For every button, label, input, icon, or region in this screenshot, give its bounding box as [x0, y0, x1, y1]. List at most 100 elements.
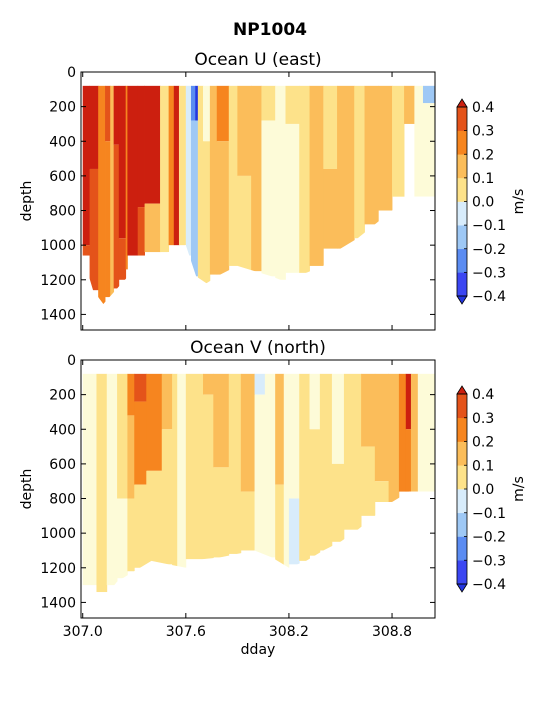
data-cell	[275, 373, 285, 485]
data-cell	[190, 120, 199, 277]
data-cell	[203, 85, 211, 142]
colorbar-band	[457, 225, 467, 250]
data-cell	[82, 373, 97, 586]
colorbar: −0.4 −0.3 −0.2 −0.1 0.0 0.1 0.2 0.3 0.4 m/s	[456, 98, 527, 305]
data-cell	[422, 85, 435, 104]
colorbar-band	[457, 465, 467, 490]
data-cell	[160, 85, 170, 253]
colorbar-band	[457, 536, 467, 561]
colorbar-tick-label: 0.2	[472, 435, 494, 451]
data-cell	[146, 373, 163, 471]
colorbar-over-arrow	[456, 98, 468, 108]
data-cell	[388, 373, 400, 502]
data-cell	[203, 394, 214, 560]
colorbar-label: m/s	[511, 189, 527, 215]
data-cell	[190, 85, 196, 121]
data-cell	[264, 373, 276, 558]
y-tick-label: 1000	[40, 238, 76, 254]
colorbar-under-arrow	[456, 583, 468, 593]
data-cell	[213, 467, 230, 558]
data-cell	[118, 85, 127, 239]
y-tick-label: 1200	[40, 561, 76, 577]
data-cell	[261, 85, 276, 121]
colorbar-band	[457, 201, 467, 226]
data-cell	[137, 85, 145, 208]
colorbar-tick-label: −0.2	[472, 242, 506, 258]
data-cell	[254, 373, 266, 395]
data-cell	[343, 373, 362, 530]
data-cell	[209, 85, 218, 275]
colorbar-band	[457, 512, 467, 537]
colorbar-under-arrow	[456, 295, 468, 305]
data-cell	[398, 373, 407, 492]
data-cell	[331, 463, 345, 542]
data-cell	[178, 85, 187, 246]
data-cell	[228, 373, 242, 554]
data-cell	[285, 85, 300, 124]
colorbar: −0.4 −0.3 −0.2 −0.1 0.0 0.1 0.2 0.3 0.4 m/s	[456, 385, 527, 593]
data-cell	[127, 498, 135, 572]
data-cell	[134, 484, 147, 568]
data-cell	[414, 85, 424, 197]
data-cell	[288, 498, 300, 565]
data-cell	[275, 85, 286, 280]
axes-frame	[80, 71, 436, 331]
y-tick-label: 1400	[40, 595, 76, 611]
y-tick-label: 400	[49, 134, 76, 150]
y-tick-label: 200	[49, 388, 76, 404]
data-cell	[299, 373, 310, 561]
y-tick-label: 1000	[40, 526, 76, 542]
data-cell	[364, 85, 379, 225]
colorbar-label: m/s	[511, 476, 527, 502]
data-cell	[331, 373, 345, 464]
axes-frame	[80, 359, 436, 619]
data-cell	[113, 85, 120, 145]
y-tick-label: 0	[67, 65, 76, 81]
data-cell	[113, 144, 120, 289]
data-cell	[288, 373, 300, 499]
data-cell	[404, 85, 415, 124]
y-tick-label: 800	[49, 204, 76, 220]
y-tick-label: 800	[49, 492, 76, 508]
colorbar-band	[457, 560, 467, 585]
no-data-mask	[81, 491, 435, 618]
colorbar-band	[457, 177, 467, 202]
data-layer	[81, 85, 435, 330]
panel-ocean-v: Ocean V (north) 0 200 400 600 800 1000 1200 1400…	[19, 338, 527, 658]
x-tick-label: 308.2	[269, 624, 309, 640]
y-tick-label: 0	[67, 353, 76, 369]
data-cell	[161, 429, 173, 565]
y-tick-label: 600	[49, 457, 76, 473]
data-cell	[405, 373, 412, 430]
data-cell	[319, 373, 333, 551]
data-cell	[197, 85, 204, 284]
colorbar-tick-label: 0.0	[472, 482, 494, 498]
colorbar-band	[457, 489, 467, 514]
data-cell	[361, 446, 376, 516]
y-tick-label: 600	[49, 169, 76, 185]
y-tick-label: 1200	[40, 273, 76, 289]
data-cell	[203, 141, 211, 284]
data-cell	[161, 373, 173, 430]
colorbar-tick-label: −0.1	[472, 506, 506, 522]
y-tick-label: 200	[49, 100, 76, 116]
colorbar-band	[457, 154, 467, 179]
colorbar-band	[457, 272, 467, 297]
data-cell	[168, 85, 175, 246]
data-cell	[172, 373, 178, 568]
colorbar-tick-label: −0.2	[472, 530, 506, 546]
data-cell	[410, 373, 419, 492]
colorbar-tick-label: 0.4	[472, 100, 494, 116]
data-cell	[110, 85, 115, 298]
data-cell	[309, 85, 324, 266]
data-cell	[203, 373, 214, 395]
data-cell	[240, 491, 255, 551]
data-cell	[125, 85, 128, 270]
data-cell	[323, 85, 338, 169]
data-cell	[144, 203, 161, 253]
data-cell	[137, 207, 145, 256]
data-cell	[89, 85, 99, 169]
data-cell	[82, 85, 90, 246]
data-cell	[144, 85, 161, 204]
data-cell	[117, 498, 128, 579]
